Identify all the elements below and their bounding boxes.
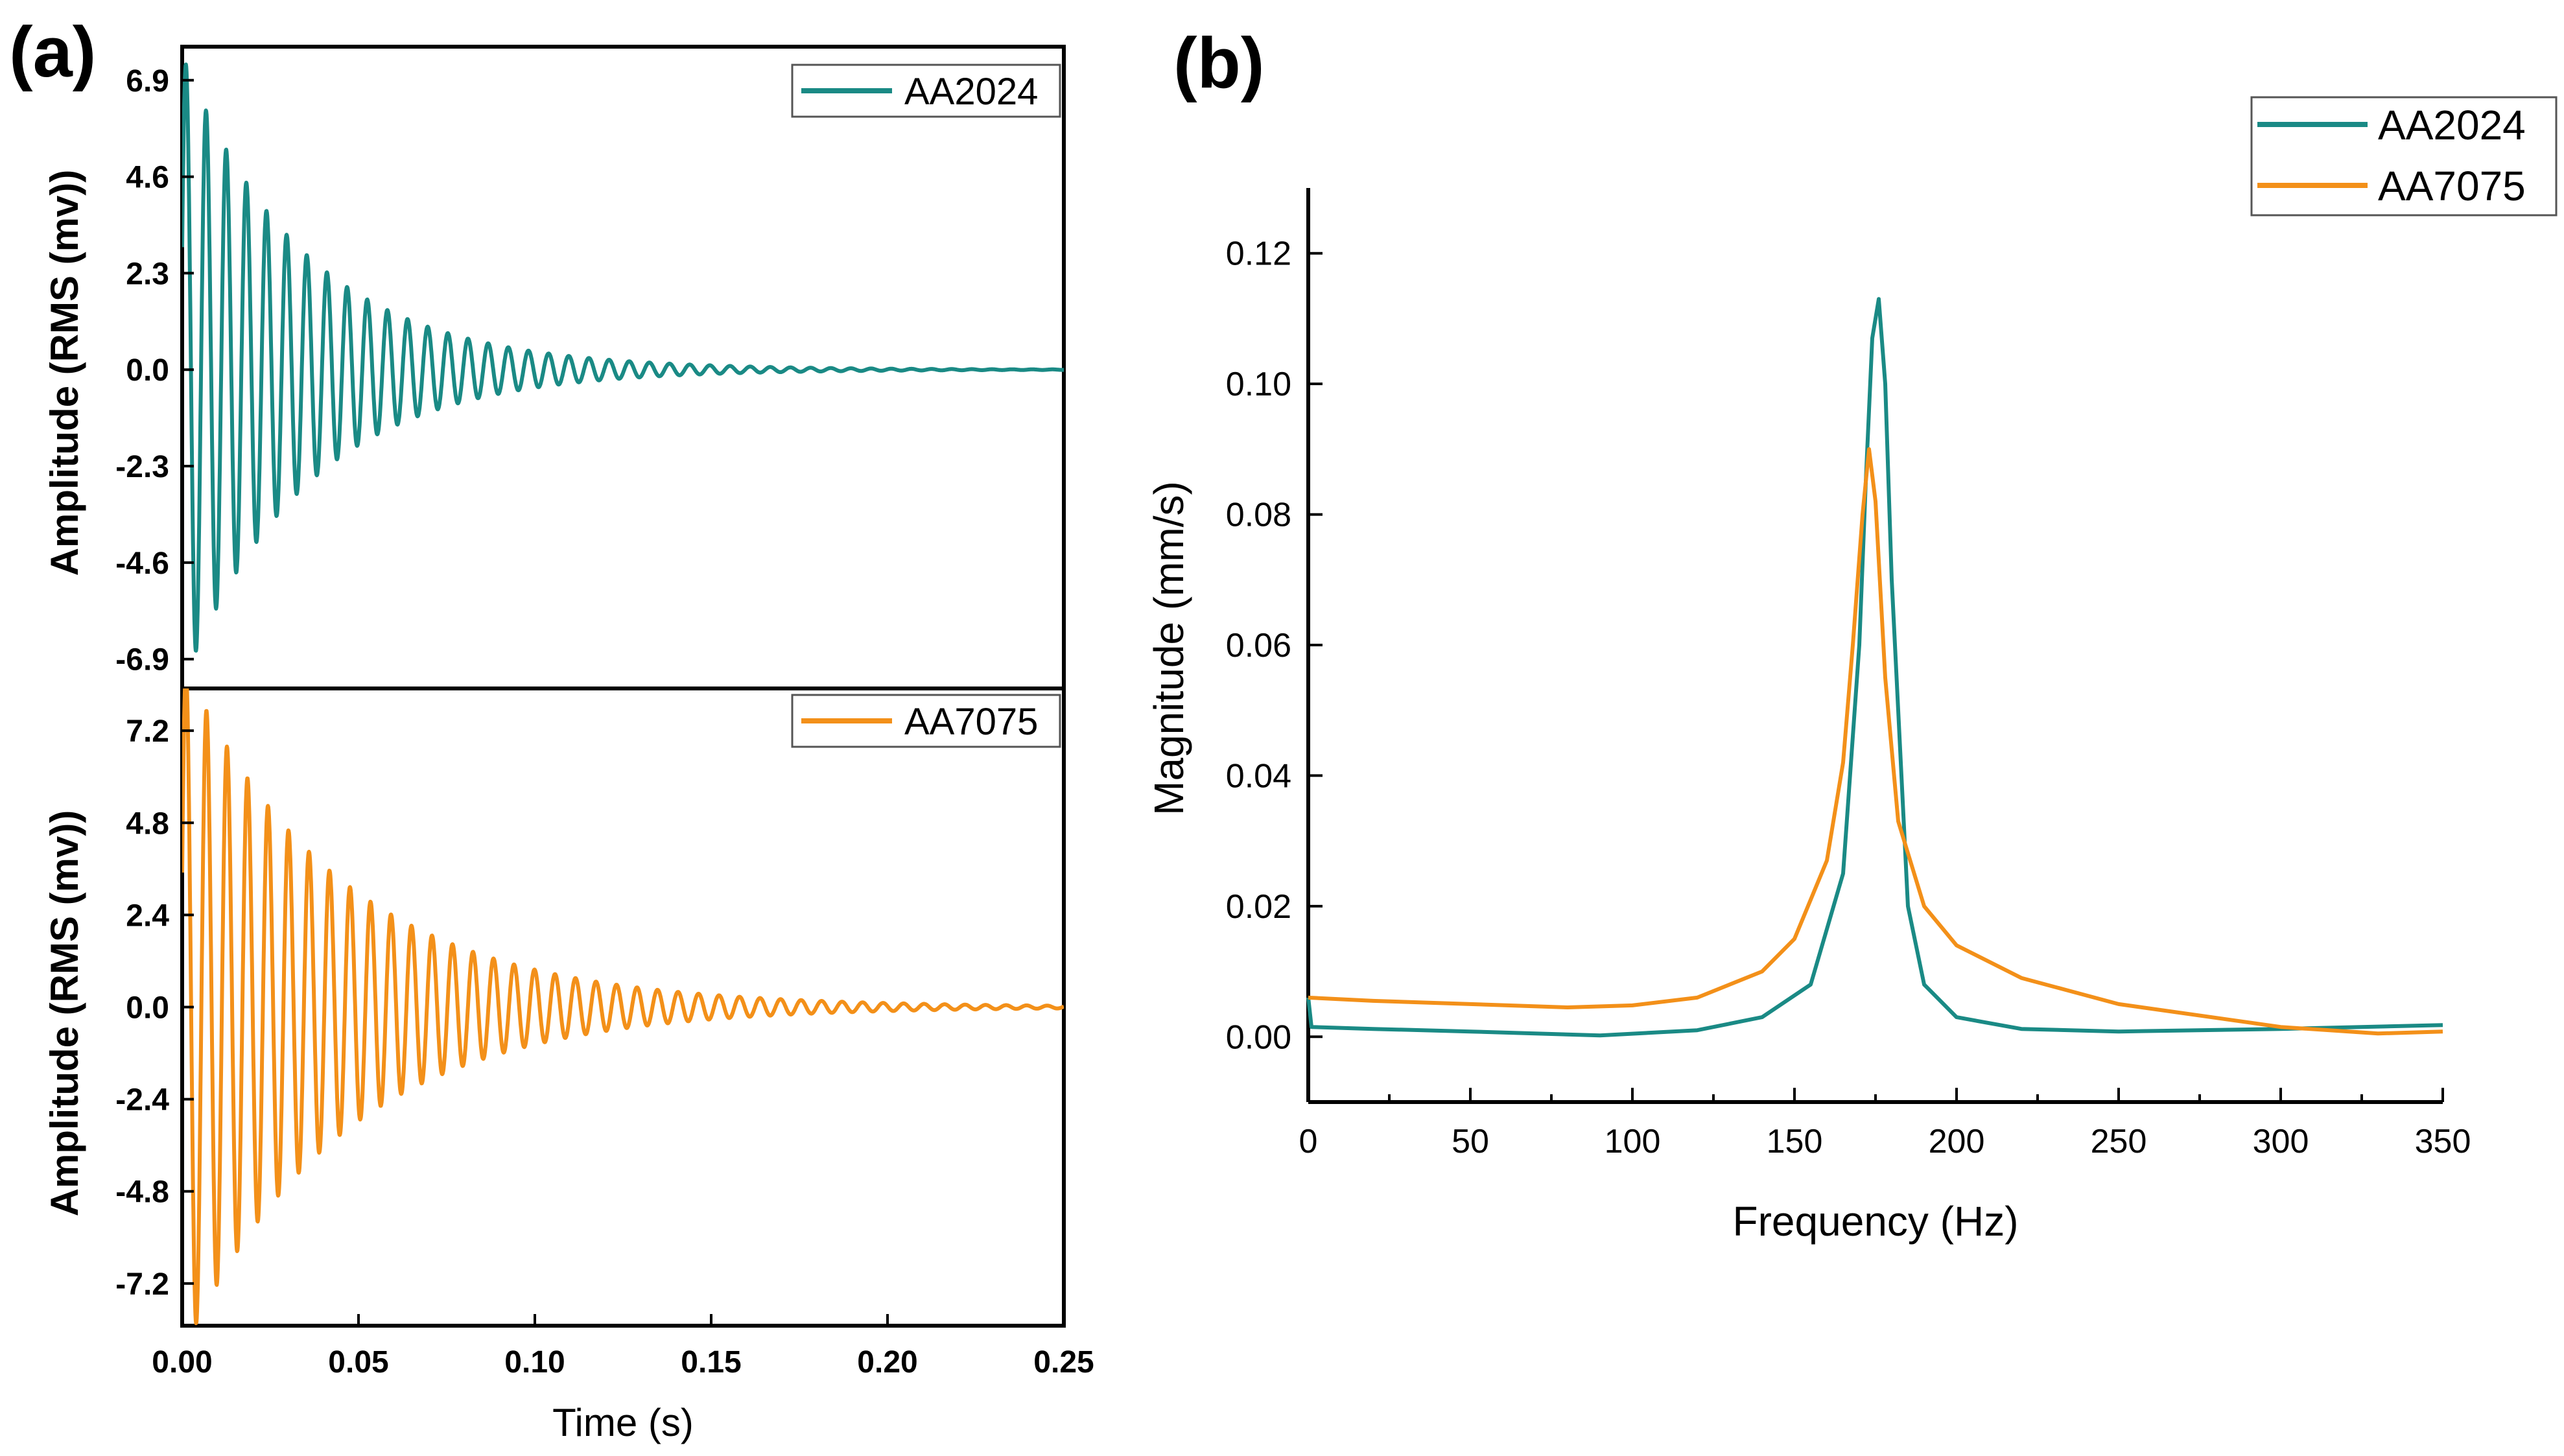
b-marks	[1306, 297, 2443, 1038]
x-tick-label: 0.25	[1033, 1345, 1094, 1380]
a-bottom-ylabel: Amplitude (RMS (mv))	[43, 810, 86, 1217]
x-tick-label: 0.20	[857, 1345, 917, 1380]
b-yticks: 0.00 0.02 0.04 0.06 0.08 0.10 0.12	[1226, 235, 1323, 1056]
y-tick-label: 0.06	[1226, 627, 1291, 664]
a-top-legend: AA2024	[791, 64, 1061, 118]
a-bottom-xlabel: Time (s)	[552, 1401, 694, 1444]
y-tick-label: 7.2	[126, 714, 169, 749]
x-tick-label: 0.15	[681, 1345, 741, 1380]
a-top-ylabel: Amplitude (RMS (mv))	[43, 170, 86, 576]
b-xlabel: Frequency (Hz)	[1733, 1198, 2019, 1245]
x-tick-label: 150	[1767, 1123, 1823, 1160]
y-tick-label: 0.0	[126, 991, 169, 1026]
y-tick-label: -7.2	[115, 1267, 169, 1302]
y-tick-label: 4.6	[126, 161, 169, 195]
x-tick-label: 250	[2091, 1123, 2147, 1160]
y-tick-label: -2.3	[115, 450, 169, 484]
x-tick-label: 100	[1605, 1123, 1661, 1160]
a-bottom-xticks: 0.00 0.05 0.10 0.15 0.20 0.25	[152, 1314, 1094, 1380]
y-tick-label: 0.08	[1226, 497, 1291, 534]
b-xticks: 0 50 100 150 200 250 300 350	[1299, 1088, 2471, 1160]
y-tick-label: 2.3	[126, 257, 169, 291]
a-bottom-legend-box	[791, 694, 1061, 748]
x-tick-label: 0	[1299, 1123, 1318, 1160]
b-ylabel: Magnitude (mm/s)	[1146, 481, 1192, 816]
y-tick-label: 0.04	[1226, 757, 1291, 795]
y-tick-label: -4.6	[115, 546, 169, 581]
panel-label-b: (b)	[1173, 23, 1264, 103]
x-tick-label: 0.05	[328, 1345, 388, 1380]
y-tick-label: 2.4	[126, 898, 169, 933]
y-tick-label: 0.10	[1226, 366, 1291, 403]
a-bottom-marks	[182, 688, 1064, 1326]
panel-label-a: (a)	[9, 12, 96, 92]
a-bottom-legend: AA7075	[791, 694, 1061, 748]
y-tick-label: 4.8	[126, 806, 169, 841]
y-tick-label: 6.9	[126, 64, 169, 99]
y-tick-label: 0.00	[1226, 1018, 1291, 1056]
series-line-aa2024	[1306, 297, 2443, 1038]
y-tick-label: 0.0	[126, 353, 169, 388]
y-tick-label: 0.02	[1226, 888, 1291, 926]
series-line-aa7075	[182, 688, 1064, 1326]
y-tick-label: -4.8	[115, 1175, 169, 1210]
b-legend-label-aa7075: AA7075	[2378, 163, 2526, 209]
x-tick-label: 0.00	[152, 1345, 212, 1380]
plot-a-bottom: 7.2 4.8 2.4 0.0 -2.4 -4.8 -7.2 0.00 0.05 0.10 0.1…	[43, 687, 1094, 1444]
b-legend: AA2024 AA7075	[2250, 96, 2558, 217]
plot-a-top: 6.9 4.6 2.3 0.0 -2.3 -4.6 -6.9 Amplitude (RMS …	[43, 45, 1066, 690]
a-top-yticks: 6.9 4.6 2.3 0.0 -2.3 -4.6 -6.9	[115, 64, 194, 677]
x-tick-label: 200	[1929, 1123, 1985, 1160]
x-tick-label: 50	[1452, 1123, 1489, 1160]
a-top-marks	[182, 62, 1064, 653]
series-line-aa2024	[182, 62, 1064, 653]
x-tick-label: 300	[2253, 1123, 2309, 1160]
y-tick-label: 0.12	[1226, 235, 1291, 273]
a-bottom-legend-label: AA7075	[904, 701, 1038, 743]
a-bottom-yticks: 7.2 4.8 2.4 0.0 -2.4 -4.8 -7.2	[115, 714, 194, 1302]
b-legend-box	[2250, 96, 2558, 217]
x-tick-label: 0.10	[504, 1345, 565, 1380]
y-tick-label: -6.9	[115, 643, 169, 677]
y-tick-label: -2.4	[115, 1083, 169, 1118]
series-line-aa7075	[1308, 447, 2443, 1036]
a-top-legend-label: AA2024	[904, 71, 1038, 113]
plot-b: 0.00 0.02 0.04 0.06 0.08 0.10 0.12 0 50 100 150 20…	[1146, 96, 2558, 1245]
x-tick-label: 350	[2415, 1123, 2471, 1160]
b-legend-label-aa2024: AA2024	[2378, 102, 2526, 148]
